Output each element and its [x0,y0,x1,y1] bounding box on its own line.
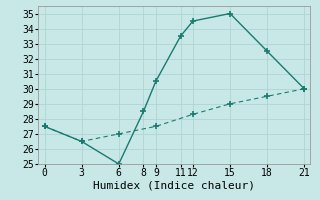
X-axis label: Humidex (Indice chaleur): Humidex (Indice chaleur) [93,181,255,191]
